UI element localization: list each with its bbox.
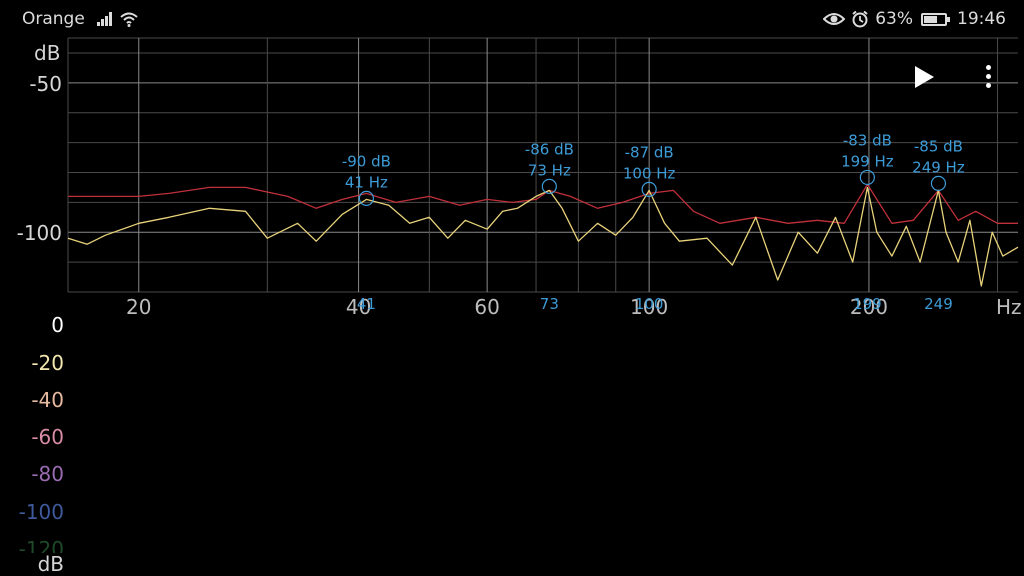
play-button[interactable] — [912, 64, 936, 90]
spectrum-series — [67, 183, 1019, 287]
peak-x-label: 73 — [540, 295, 559, 313]
peak-hz-label: 199 Hz — [841, 152, 894, 170]
more-dot-icon — [985, 65, 991, 70]
y-axis-ticks: -50 -100 — [17, 72, 62, 245]
peak-marker — [541, 178, 557, 194]
wifi-icon — [120, 12, 138, 27]
peak-x-label: 249 — [924, 295, 953, 313]
peak-db-label: -90 dB — [342, 152, 391, 170]
x-tick-label: 200 — [850, 295, 888, 319]
color-scale-label: -20 — [31, 351, 64, 375]
x-axis-ticks: 20 40 60 100 200 — [126, 295, 888, 319]
battery-fill — [924, 15, 937, 23]
peak-hz-label: 100 Hz — [623, 164, 676, 182]
play-icon — [915, 66, 934, 88]
more-dot-icon — [985, 74, 991, 79]
more-options-button[interactable] — [978, 62, 998, 92]
peak-hz-label: 249 Hz — [912, 158, 965, 176]
color-scale-label: -120 — [18, 537, 64, 553]
battery-percent: 63% — [875, 9, 913, 29]
peak-x-label: 100 — [635, 295, 664, 313]
peak-markers: -90 dB 41 Hz 41 -86 dB 73 Hz 73 -87 dB 100 Hz 10… — [342, 131, 965, 313]
color-scale: 0 -20 -40 -60 -80 -100 -120 dB — [0, 300, 80, 576]
status-left: Orange — [22, 9, 139, 29]
color-scale-label: -80 — [31, 462, 64, 486]
peak-hz-label: 41 Hz — [345, 173, 388, 191]
color-scale-label: -100 — [18, 500, 64, 524]
eye-icon — [823, 13, 846, 25]
peak-marker — [358, 190, 375, 206]
signal-icon — [96, 12, 113, 26]
spectrum-line — [68, 183, 1018, 224]
status-bar: Orange 63% 19:46 — [0, 0, 1024, 38]
peak-marker — [641, 181, 657, 197]
x-tick-label: 40 — [346, 295, 371, 319]
x-tick-label: 20 — [126, 295, 151, 319]
peak-db-label: -86 dB — [525, 140, 574, 158]
x-tick-label: 60 — [474, 295, 499, 319]
y-tick-label: -50 — [29, 72, 62, 96]
carrier-name: Orange — [22, 9, 85, 29]
color-scale-label: -40 — [31, 388, 64, 412]
clock: 19:46 — [957, 9, 1006, 29]
x-tick-label: 100 — [630, 295, 668, 319]
color-scale-unit: dB — [37, 552, 64, 576]
more-dot-icon — [985, 83, 991, 88]
peak-x-label: 41 — [357, 295, 376, 313]
x-axis-unit: Hz — [996, 295, 1022, 319]
peak-hz-label: 73 Hz — [528, 161, 571, 179]
battery-icon — [921, 12, 950, 26]
y-axis-unit: dB — [34, 41, 60, 65]
spectrum-chart[interactable]: dB -50 -100 20 40 60 100 200 Hz -90 dB 41 Hz 41… — [0, 0, 1024, 320]
peak-db-label: -83 dB — [843, 131, 892, 149]
y-tick-label: -100 — [17, 221, 62, 245]
peak-marker — [930, 175, 947, 192]
spectrum-line — [67, 186, 1019, 287]
peak-x-label: 199 — [853, 295, 882, 313]
peak-db-label: -87 dB — [625, 143, 674, 161]
color-scale-label: 0 — [51, 313, 64, 337]
peak-marker — [859, 169, 875, 186]
color-scale-label: -60 — [31, 425, 64, 449]
peak-db-label: -85 dB — [914, 137, 963, 155]
status-right: 63% 19:46 — [817, 9, 1006, 29]
alarm-icon — [852, 10, 868, 28]
chart-grid — [67, 37, 1018, 293]
